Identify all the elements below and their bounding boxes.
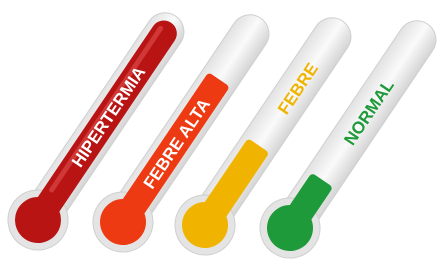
page: HIPERTERMIA FEBRE ALTA FEBRE NORMAL (() … bbox=[0, 0, 443, 265]
label: HIPERTERMIA bbox=[68, 63, 149, 171]
illustration: HIPERTERMIA FEBRE ALTA FEBRE NORMAL bbox=[0, 0, 443, 265]
